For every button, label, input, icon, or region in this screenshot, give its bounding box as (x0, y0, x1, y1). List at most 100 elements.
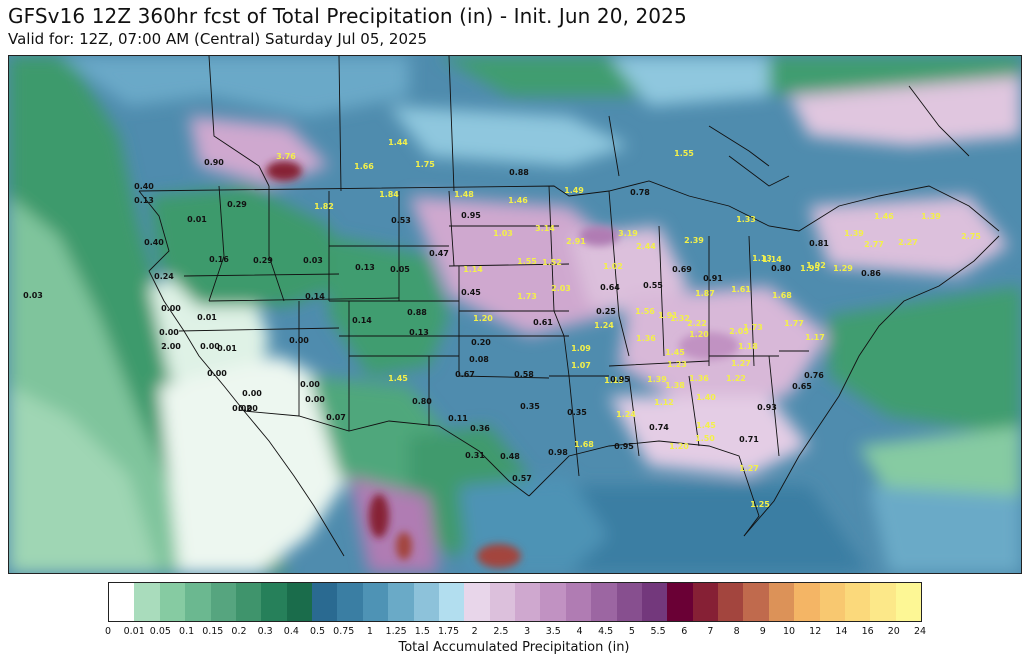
precip-value-label: 1.48 (454, 190, 474, 199)
precip-value-label: 0.64 (600, 283, 620, 292)
precip-value-label: 1.91 (658, 311, 678, 320)
precip-value-label: 1.18 (738, 342, 758, 351)
precip-value-label: 1.45 (388, 374, 408, 383)
precip-value-label: 0.31 (465, 451, 485, 460)
colorbar-tick-label: 0.4 (283, 626, 299, 637)
precip-value-label: 0.01 (187, 215, 207, 224)
colorbar-tick-label: 1 (366, 626, 373, 637)
precip-value-label: 1.20 (689, 330, 709, 339)
precip-value-label: 0.78 (630, 188, 650, 197)
precip-value-label: 1.40 (696, 393, 716, 402)
precip-value-label: 1.73 (743, 323, 763, 332)
precip-value-label: 0.00 (238, 404, 258, 413)
precip-value-label: 1.77 (784, 319, 804, 328)
precip-value-label: 0.00 (300, 380, 320, 389)
precip-value-label: 0.08 (469, 355, 489, 364)
precip-value-label: 1.12 (654, 398, 674, 407)
precip-value-label: 0.80 (412, 397, 432, 406)
precip-value-label: 1.44 (388, 138, 408, 147)
precip-value-label: 0.11 (448, 414, 468, 423)
precip-value-label: 0.00 (200, 342, 220, 351)
precip-value-label: 1.82 (314, 202, 334, 211)
colorbar-tick-label: 0.5 (309, 626, 326, 637)
precip-value-label: 0.98 (548, 448, 568, 457)
colorbar-swatch (718, 583, 744, 621)
precip-value-label: 1.61 (731, 285, 751, 294)
colorbar-tick-label: 10 (782, 626, 796, 637)
colorbar-ticks: 0 0.01 0.05 0.1 0.15 0.2 0.3 0.4 0.5 0.75 1 1.25 1.5… (104, 626, 926, 638)
colorbar-tick-label: 0 (104, 626, 112, 637)
precip-value-label: 0.45 (461, 288, 481, 297)
precipitation-map: 0.90 3.76 1.44 1.66 1.75 0.88 1.55 0.40 0.13 0.01… (8, 55, 1022, 574)
colorbar-swatch (109, 583, 135, 621)
precip-value-label: 1.36 (689, 374, 709, 383)
precip-value-label: 1.45 (665, 348, 685, 357)
precip-value-label: 1.68 (574, 440, 594, 449)
precip-value-label: 0.95 (461, 211, 481, 220)
colorbar-tick-label: 14 (835, 626, 848, 637)
precip-value-label: 3.19 (618, 229, 638, 238)
colorbar-swatch (540, 583, 566, 621)
precip-value-label: 2.27 (898, 238, 918, 247)
precip-value-label: 1.25 (750, 500, 770, 509)
colorbar-tick-label: 4 (576, 626, 583, 637)
precip-value-label: 0.01 (217, 344, 237, 353)
precip-value-label: 1.46 (508, 196, 528, 205)
precip-value-label: 0.20 (471, 338, 491, 347)
precip-value-label: 1.66 (354, 162, 374, 171)
precip-value-label: 2.39 (684, 236, 704, 245)
precip-value-label: 1.38 (665, 381, 685, 390)
colorbar-swatch (286, 583, 312, 621)
precip-value-label: 2.75 (961, 232, 981, 241)
colorbar-tick-label: 1.75 (437, 626, 460, 637)
precip-value-label: 2.77 (864, 240, 884, 249)
precip-value-label: 0.00 (242, 389, 262, 398)
precip-value-label: 1.50 (695, 434, 715, 443)
precip-value-label: 0.14 (305, 292, 325, 301)
precip-value-label: 1.84 (379, 190, 399, 199)
precip-value-label: 1.56 (635, 307, 655, 316)
colorbar-tick-label: 0.3 (257, 626, 273, 637)
precip-value-label: 1.55 (517, 257, 537, 266)
precip-value-label: 1.13 (604, 376, 624, 385)
precip-value-label: 1.07 (571, 361, 591, 370)
precip-value-label: 1.27 (731, 359, 751, 368)
colorbar-swatch (261, 583, 287, 621)
precip-value-label: 1.73 (517, 292, 537, 301)
colorbar-tick-label: 6 (681, 626, 688, 637)
colorbar-swatch (159, 583, 186, 621)
precip-value-label: 1.32 (670, 314, 690, 323)
colorbar-tick-label: 0.75 (333, 626, 355, 637)
precip-value-label: 0.00 (207, 369, 227, 378)
precip-value-label: 0.57 (512, 474, 532, 483)
precip-value-label: 0.07 (326, 413, 346, 422)
colorbar-tick-label: 4.5 (598, 626, 614, 637)
precip-value-label: 1.87 (695, 289, 715, 298)
precip-value-label: 1.13 (752, 254, 772, 263)
colorbar-tick-label: 3.5 (545, 626, 561, 637)
precip-value-label: 1.33 (736, 215, 756, 224)
precip-value-label: 0.40 (144, 238, 164, 247)
colorbar-swatch (794, 583, 820, 621)
colorbar-swatch (134, 583, 160, 621)
precip-value-label: 0.25 (596, 307, 616, 316)
precip-value-label: 1.46 (874, 212, 894, 221)
precip-value-label: 0.58 (514, 370, 534, 379)
precip-value-label: 1.20 (669, 442, 689, 451)
precip-value-label: 0.61 (533, 318, 553, 327)
precip-value-label: 1.02 (603, 262, 623, 271)
mexico-border (243, 410, 530, 497)
precip-value-label: 0.40 (134, 182, 154, 191)
colorbar-swatch (413, 583, 439, 621)
canada-border (138, 180, 1000, 232)
precip-value-label: 0.65 (792, 382, 812, 391)
colorbar-tick-label: 0.05 (149, 626, 171, 637)
precip-value-label: 0.03 (303, 256, 323, 265)
gulf-coastline (528, 440, 760, 537)
precip-value-label: 0.29 (227, 200, 247, 209)
colorbar-swatch (185, 583, 211, 621)
precip-value-label: 0.24 (154, 272, 174, 281)
west-coastline (138, 190, 345, 557)
precip-value-label: 0.74 (649, 423, 669, 432)
map-canvas: 0.90 3.76 1.44 1.66 1.75 0.88 1.55 0.40 0.13 0.01… (9, 56, 1021, 573)
